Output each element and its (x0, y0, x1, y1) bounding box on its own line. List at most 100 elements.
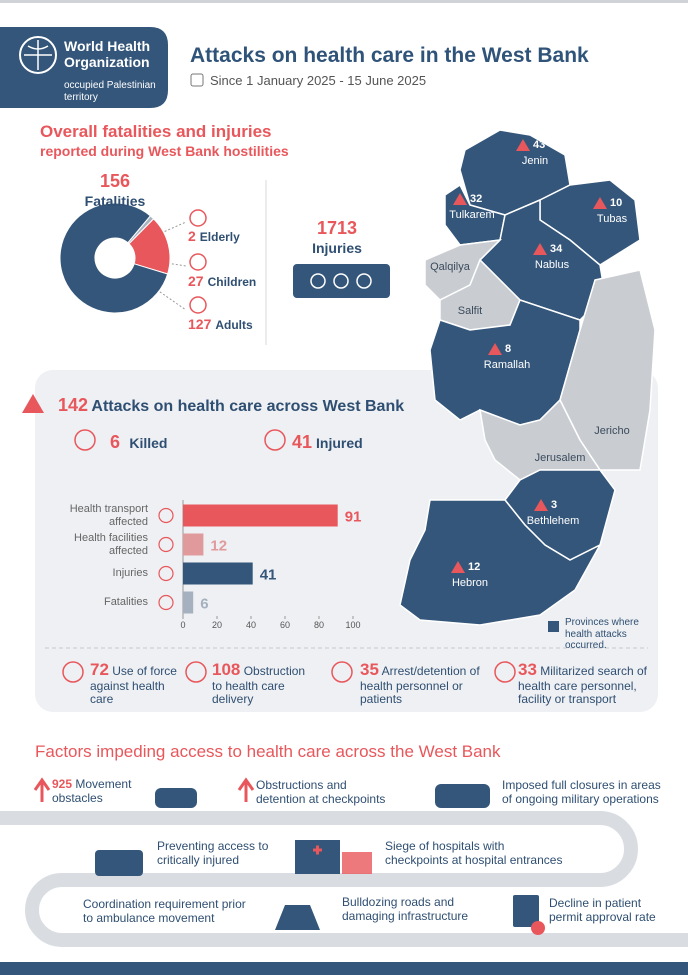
x-tick-label: 100 (345, 620, 360, 630)
injuries-label: Injuries (312, 240, 362, 256)
donut-legend: 2 Elderly (188, 228, 240, 245)
attack-type-label: Militarized search of health care person… (518, 664, 647, 707)
injured-icon (264, 429, 286, 451)
attack-type: 33 Militarized search of health care per… (518, 660, 653, 707)
donut-slice (59, 202, 169, 314)
province-attacks: 34 (550, 243, 563, 255)
warning-icon (533, 243, 547, 255)
section-subtitle: reported during West Bank hostilities (40, 143, 289, 159)
fatalities-total: 156 (99, 171, 131, 191)
province-name: Tubas (596, 213, 628, 225)
factor-label: Imposed full closures in areas of ongoin… (502, 778, 661, 806)
legend-swatch (548, 621, 559, 632)
top-rule (0, 0, 688, 3)
bar (183, 562, 253, 585)
province-name: Salfit (457, 305, 483, 317)
bar-icon (158, 594, 174, 611)
hospital-icon (295, 840, 340, 874)
factor: 925 Movement obstacles (52, 777, 142, 806)
bar-category: Injuries (38, 560, 148, 588)
bar-value: 12 (210, 538, 227, 555)
territory: occupied Palestinian territory (64, 80, 156, 103)
bar (183, 504, 338, 527)
province-name: Nablus (534, 259, 570, 271)
warning-icon (451, 561, 465, 573)
province-name: Jerusalem (534, 452, 586, 464)
bar-icon (158, 565, 174, 582)
calendar-icon (190, 73, 204, 87)
person-icon (310, 273, 326, 289)
bar-value: 91 (345, 509, 362, 526)
province-name: Tulkarem (449, 209, 495, 221)
section-title: Overall fatalities and injuries (40, 122, 272, 141)
barrier-icon (342, 852, 372, 874)
person-icon (356, 273, 372, 289)
bar-category: Health transport affected (38, 502, 148, 530)
injured-label: Injured (316, 435, 363, 451)
bulldozer-icon (275, 905, 320, 930)
killed-label: Killed (129, 435, 168, 451)
bar-value: 41 (260, 567, 277, 584)
factor-label: Preventing access to critically injured (157, 839, 269, 867)
bar-category: Fatalities (38, 589, 148, 617)
attack-type-value: 108 (212, 660, 241, 679)
killed-icon (74, 429, 96, 451)
province-attacks: 43 (533, 139, 546, 151)
attack-type: 72 Use of force against health care (90, 660, 185, 707)
injured: 41 Injured (292, 432, 363, 453)
warning-icon (488, 343, 502, 355)
bar (183, 533, 204, 556)
province-name: Bethlehem (526, 515, 580, 527)
decline-icon (531, 921, 545, 935)
bar (183, 591, 194, 614)
logo (19, 36, 57, 74)
province-name: Qalqilya (430, 261, 470, 273)
killed: 6 Killed (110, 432, 167, 453)
province-name: Hebron (451, 577, 489, 589)
logo-mark (24, 40, 52, 70)
arrow-icon (237, 777, 255, 802)
attack-type-label: Arrest/detention of health personnel or … (360, 664, 480, 707)
attack-type-value: 33 (518, 660, 537, 679)
province-attacks: 10 (610, 197, 623, 209)
injuries-icon (293, 264, 390, 298)
legend-value: 27 (188, 273, 204, 289)
factor-label: Movement obstacles (52, 777, 132, 805)
attacks-title: Attacks on health care across West Bank (91, 398, 405, 415)
warning-icon (593, 197, 607, 209)
x-tick-label: 20 (212, 620, 222, 630)
permit-icon (513, 895, 539, 927)
bar-category-text: Injuries (112, 567, 148, 580)
fatalities-label: Fatalities (84, 193, 146, 209)
car-icon (435, 784, 490, 808)
attacks-total: 142 (58, 395, 89, 415)
province-attacks: 32 (470, 193, 483, 205)
factor-label: Bulldozing roads and damaging infrastruc… (342, 895, 469, 923)
type-icon (494, 661, 516, 683)
donut-legend: 27 Children (188, 273, 256, 290)
bar-value: 6 (200, 596, 208, 613)
bar-category-text: Fatalities (103, 596, 148, 609)
province-attacks: 3 (551, 499, 558, 511)
adults-icon (189, 296, 207, 314)
attack-type-value: 35 (360, 660, 379, 679)
injuries-total: 1713 (316, 218, 358, 238)
factor-label: Obstructions and detention at checkpoint… (256, 778, 386, 806)
factor-label: Decline in patient permit approval rate (549, 896, 656, 924)
attack-type: 35 Arrest/detention of health personnel … (360, 660, 490, 707)
attack-type-value: 72 (90, 660, 109, 679)
legend-name: Elderly (199, 230, 240, 244)
bar-icon (158, 536, 174, 553)
factor-value: 925 (52, 777, 73, 791)
donut-legend: 127 Adults (188, 316, 253, 333)
attack-type-label: Use of force against health care (90, 664, 177, 707)
province-name: Ramallah (483, 359, 531, 371)
children-icon (189, 253, 207, 271)
factors-title: Factors impeding access to health care a… (35, 742, 501, 761)
x-tick-label: 80 (314, 620, 324, 630)
person-icon (333, 273, 349, 289)
legend-name: Children (207, 275, 257, 289)
type-icon (331, 661, 353, 683)
